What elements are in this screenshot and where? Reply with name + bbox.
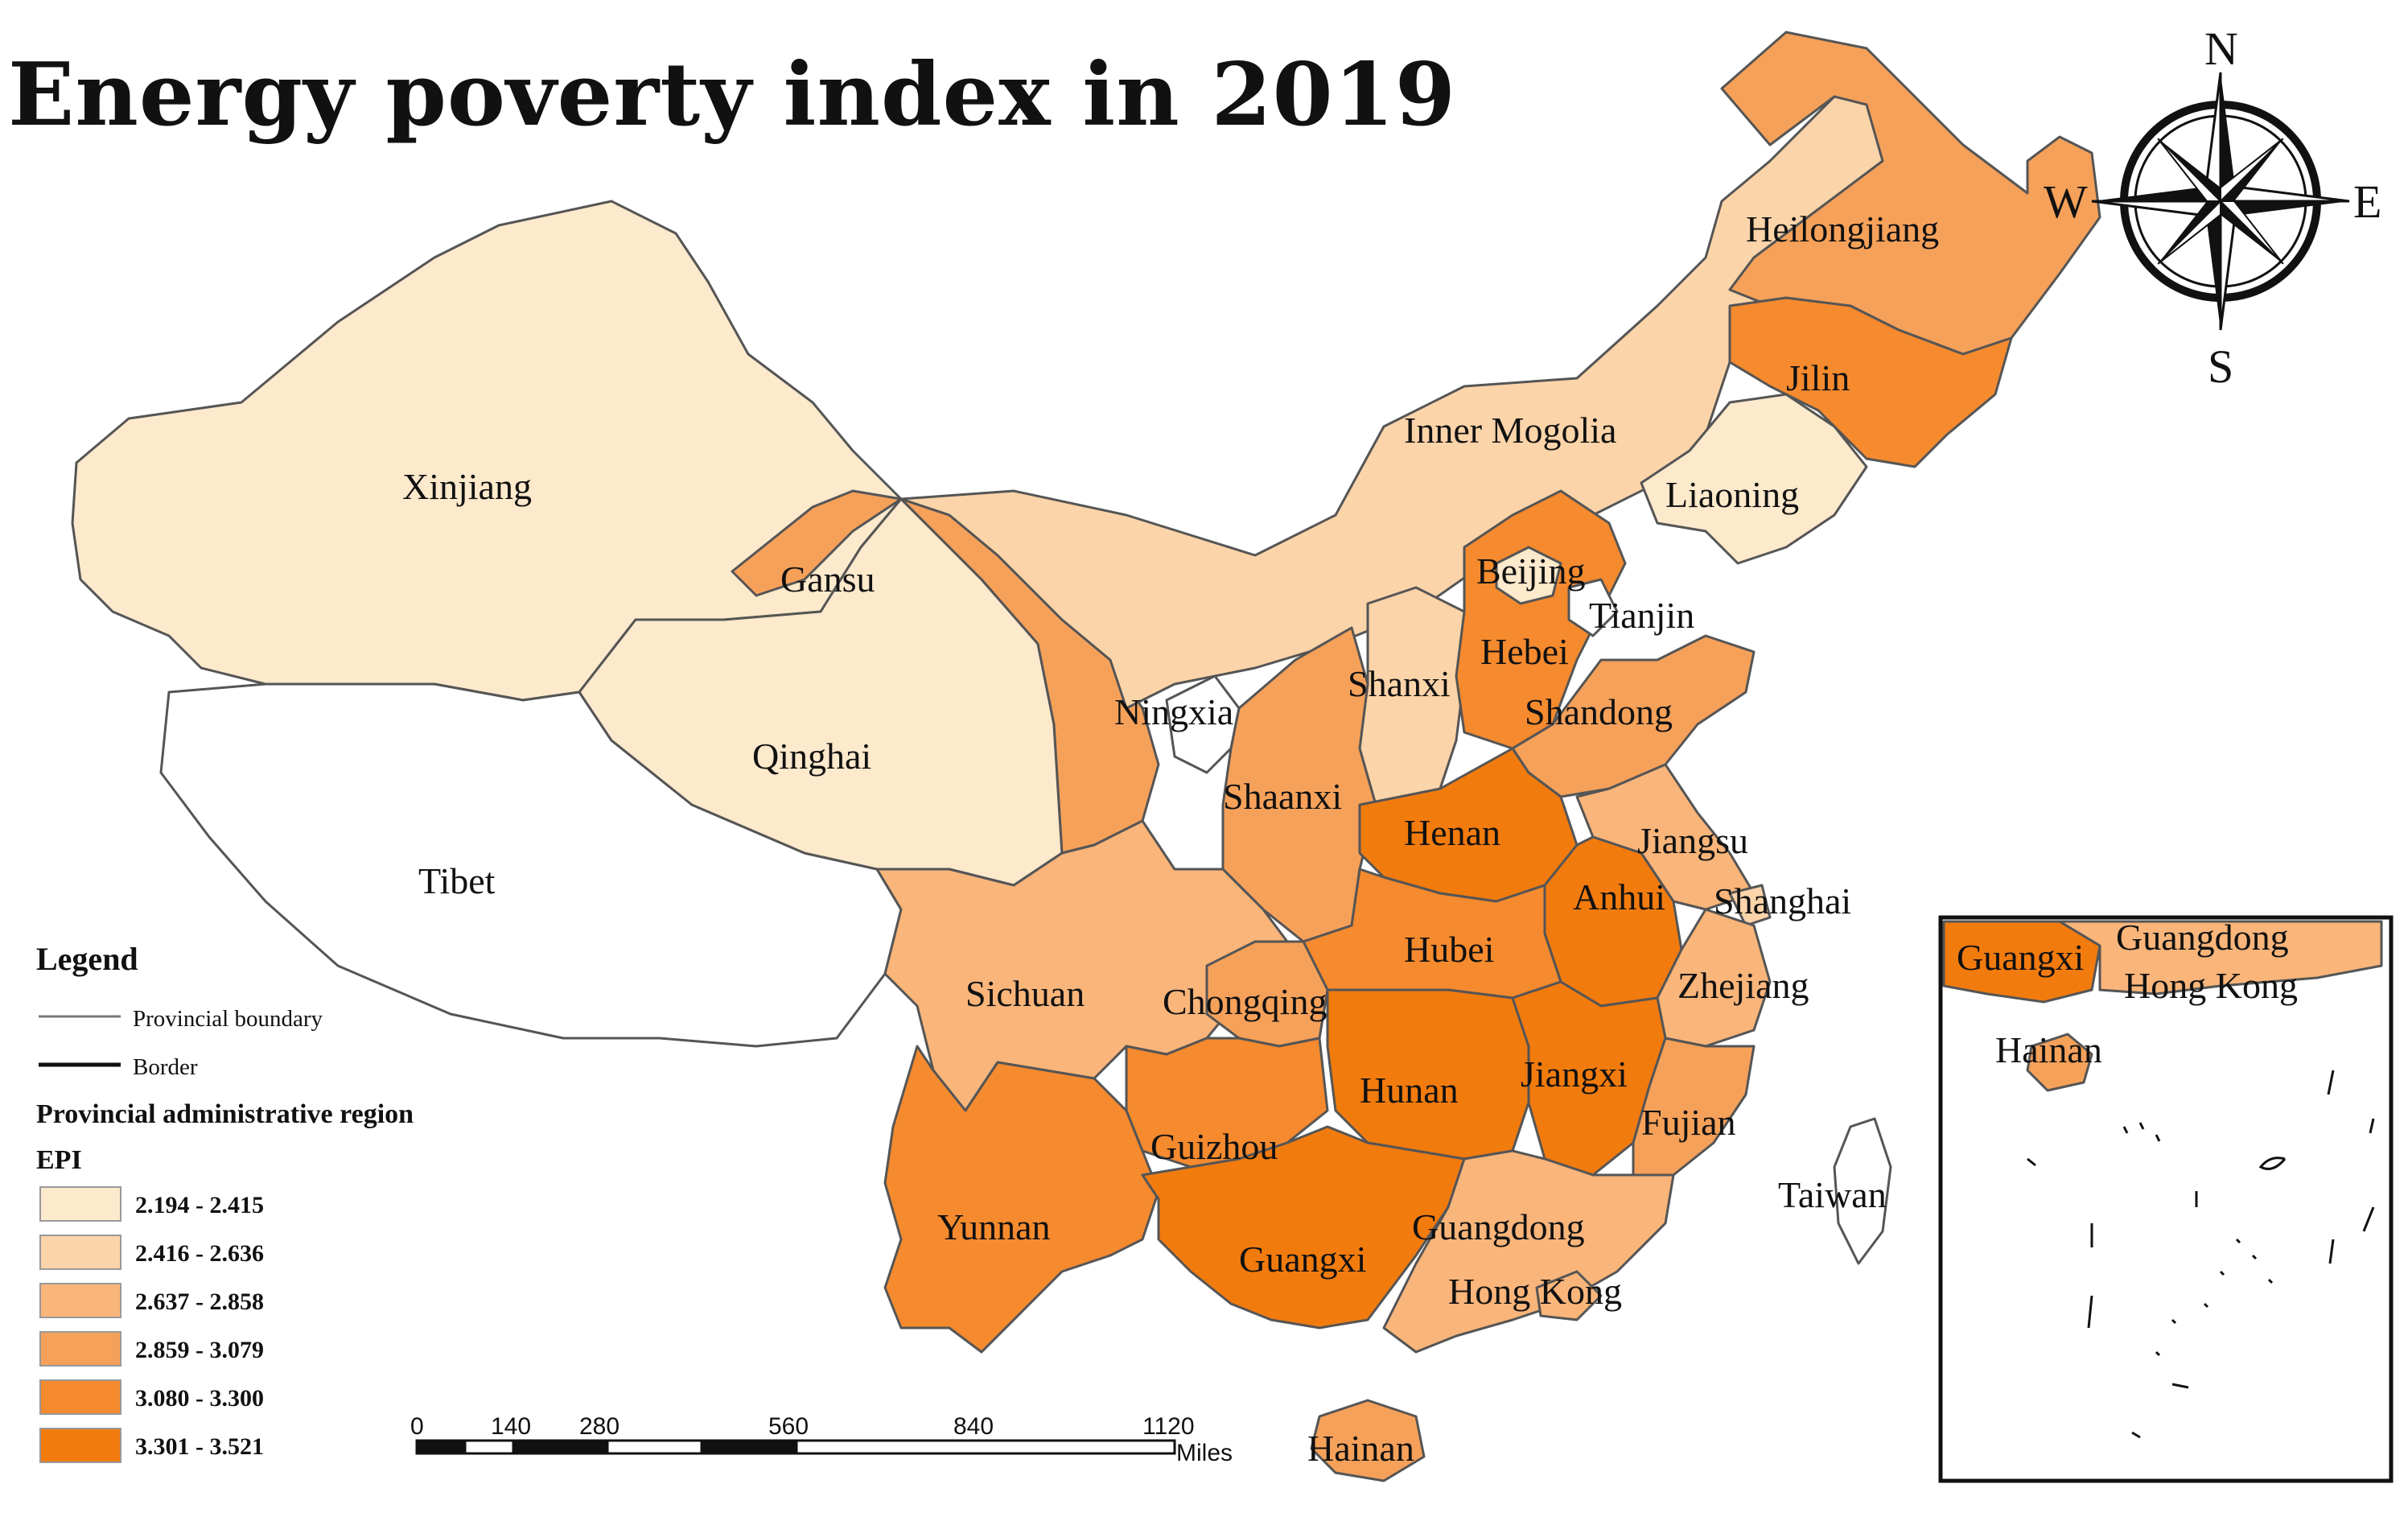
scale-tick-label: 1120: [1142, 1413, 1195, 1440]
legend-title: Legend: [36, 941, 138, 977]
province-yunnan: [883, 1045, 1160, 1354]
label-shaanxi: Shaanxi: [1223, 776, 1342, 817]
legend-swatch: [39, 1283, 121, 1318]
label-chongqing: Chongqing: [1163, 981, 1327, 1022]
label-hubei: Hubei: [1404, 929, 1494, 970]
label-liaoning: Liaoning: [1665, 474, 1799, 515]
label-hebei: Hebei: [1480, 631, 1569, 672]
scale-segment: [700, 1439, 798, 1455]
legend-swatch: [39, 1186, 121, 1222]
map-legend: Legend Provincial boundary Border Provin…: [36, 941, 414, 1463]
label-xinjiang: Xinjiang: [402, 466, 532, 507]
compass-e: E: [2353, 175, 2381, 228]
map-title: Energy poverty index in 2019: [8, 44, 1456, 146]
legend-border-label: Border: [133, 1054, 198, 1080]
province-taiwan: [1833, 1117, 1892, 1265]
label-hainan: Hainan: [1307, 1428, 1414, 1469]
province-hainan: [1310, 1399, 1426, 1482]
label-shanghai: Shanghai: [1714, 880, 1851, 921]
label-yunnan: Yunnan: [937, 1206, 1051, 1247]
legend-region-title: Provincial administrative region: [36, 1099, 414, 1129]
province-jilin: [1728, 296, 2013, 468]
province-shanghai: [1728, 884, 1772, 927]
label-heilongjiang: Heilongjiang: [1746, 208, 1939, 249]
label-anhui: Anhui: [1573, 876, 1665, 917]
label-tibet: Tibet: [418, 860, 496, 901]
legend-swatch: [39, 1428, 121, 1463]
legend-boundary-label: Provincial boundary: [133, 1006, 323, 1032]
label-shandong: Shandong: [1525, 691, 1673, 732]
province-labels: Xinjiang Tibet Qinghai Gansu Inner Mogol…: [402, 208, 1939, 1469]
scale-tick-label: 140: [491, 1413, 531, 1440]
province-liaoning: [1640, 393, 1868, 565]
legend-range-label: 3.301 - 3.521: [135, 1433, 264, 1460]
province-hebei: [1455, 489, 1627, 750]
label-sichuan: Sichuan: [965, 973, 1085, 1014]
legend-range-label: 2.194 - 2.415: [135, 1192, 264, 1218]
scale-segment: [606, 1439, 703, 1455]
scale-tick-label: 280: [579, 1413, 619, 1440]
province-hong-kong: [1535, 1270, 1603, 1321]
label-taiwan: Taiwan: [1778, 1174, 1887, 1215]
scale-segment: [795, 1439, 1176, 1455]
legend-range-label: 2.859 - 3.079: [135, 1337, 264, 1363]
compass-rose-icon: N S E W: [2044, 23, 2381, 393]
label-hong-kong: Hong Kong: [1448, 1271, 1622, 1312]
scale-bar: 0 140 280 560 840 1120 Miles: [410, 1413, 1233, 1466]
scale-unit: Miles: [1176, 1440, 1233, 1466]
label-gansu: Gansu: [780, 559, 875, 600]
province-tianjin: [1567, 578, 1619, 637]
scale-tick-label: 560: [768, 1413, 809, 1440]
scale-segment: [415, 1439, 467, 1455]
province-fujian: [1632, 1037, 1756, 1177]
label-qinghai: Qinghai: [752, 736, 871, 777]
inset-label-hainan: Hainan: [1995, 1029, 2102, 1070]
inset-label-guangxi: Guangxi: [1957, 937, 2084, 978]
inset-label-guangdong: Guangdong: [2116, 917, 2289, 958]
compass-w: W: [2044, 175, 2088, 228]
legend-range-label: 2.637 - 2.858: [135, 1288, 264, 1315]
scale-segment: [512, 1439, 609, 1455]
label-jiangxi: Jiangxi: [1521, 1053, 1628, 1095]
inset-label-hong-kong: Hong Kong: [2124, 965, 2298, 1006]
label-tianjin: Tianjin: [1589, 595, 1694, 636]
label-zhejiang: Zhejiang: [1677, 965, 1809, 1006]
scale-segment: [463, 1439, 515, 1455]
label-henan: Henan: [1404, 812, 1500, 853]
scale-tick-label: 0: [410, 1413, 424, 1440]
label-beijing: Beijing: [1476, 550, 1585, 592]
scale-tick-label: 840: [953, 1413, 994, 1440]
province-beijing: [1495, 546, 1562, 605]
label-guizhou: Guizhou: [1150, 1126, 1278, 1167]
compass-n: N: [2204, 23, 2238, 75]
legend-range-label: 3.080 - 3.300: [135, 1385, 264, 1412]
province-guangxi: [1141, 1125, 1466, 1330]
compass-s: S: [2208, 340, 2233, 393]
label-inner-mogolia: Inner Mogolia: [1404, 410, 1616, 451]
legend-range-label: 2.416 - 2.636: [135, 1240, 264, 1267]
legend-field: EPI: [36, 1145, 82, 1175]
label-hunan: Hunan: [1360, 1070, 1459, 1111]
label-jilin: Jilin: [1786, 357, 1850, 398]
label-fujian: Fujian: [1641, 1102, 1736, 1143]
legend-swatch: [39, 1331, 121, 1367]
legend-swatch: [39, 1379, 121, 1415]
legend-swatch: [39, 1235, 121, 1270]
south-china-sea-inset: Guangxi Guangdong Hong Kong Hainan: [1938, 915, 2394, 1483]
label-guangdong: Guangdong: [1412, 1206, 1585, 1247]
label-guangxi: Guangxi: [1239, 1239, 1366, 1280]
label-shanxi: Shanxi: [1348, 663, 1451, 704]
label-jiangsu: Jiangsu: [1637, 820, 1748, 861]
label-ningxia: Ningxia: [1114, 691, 1233, 732]
